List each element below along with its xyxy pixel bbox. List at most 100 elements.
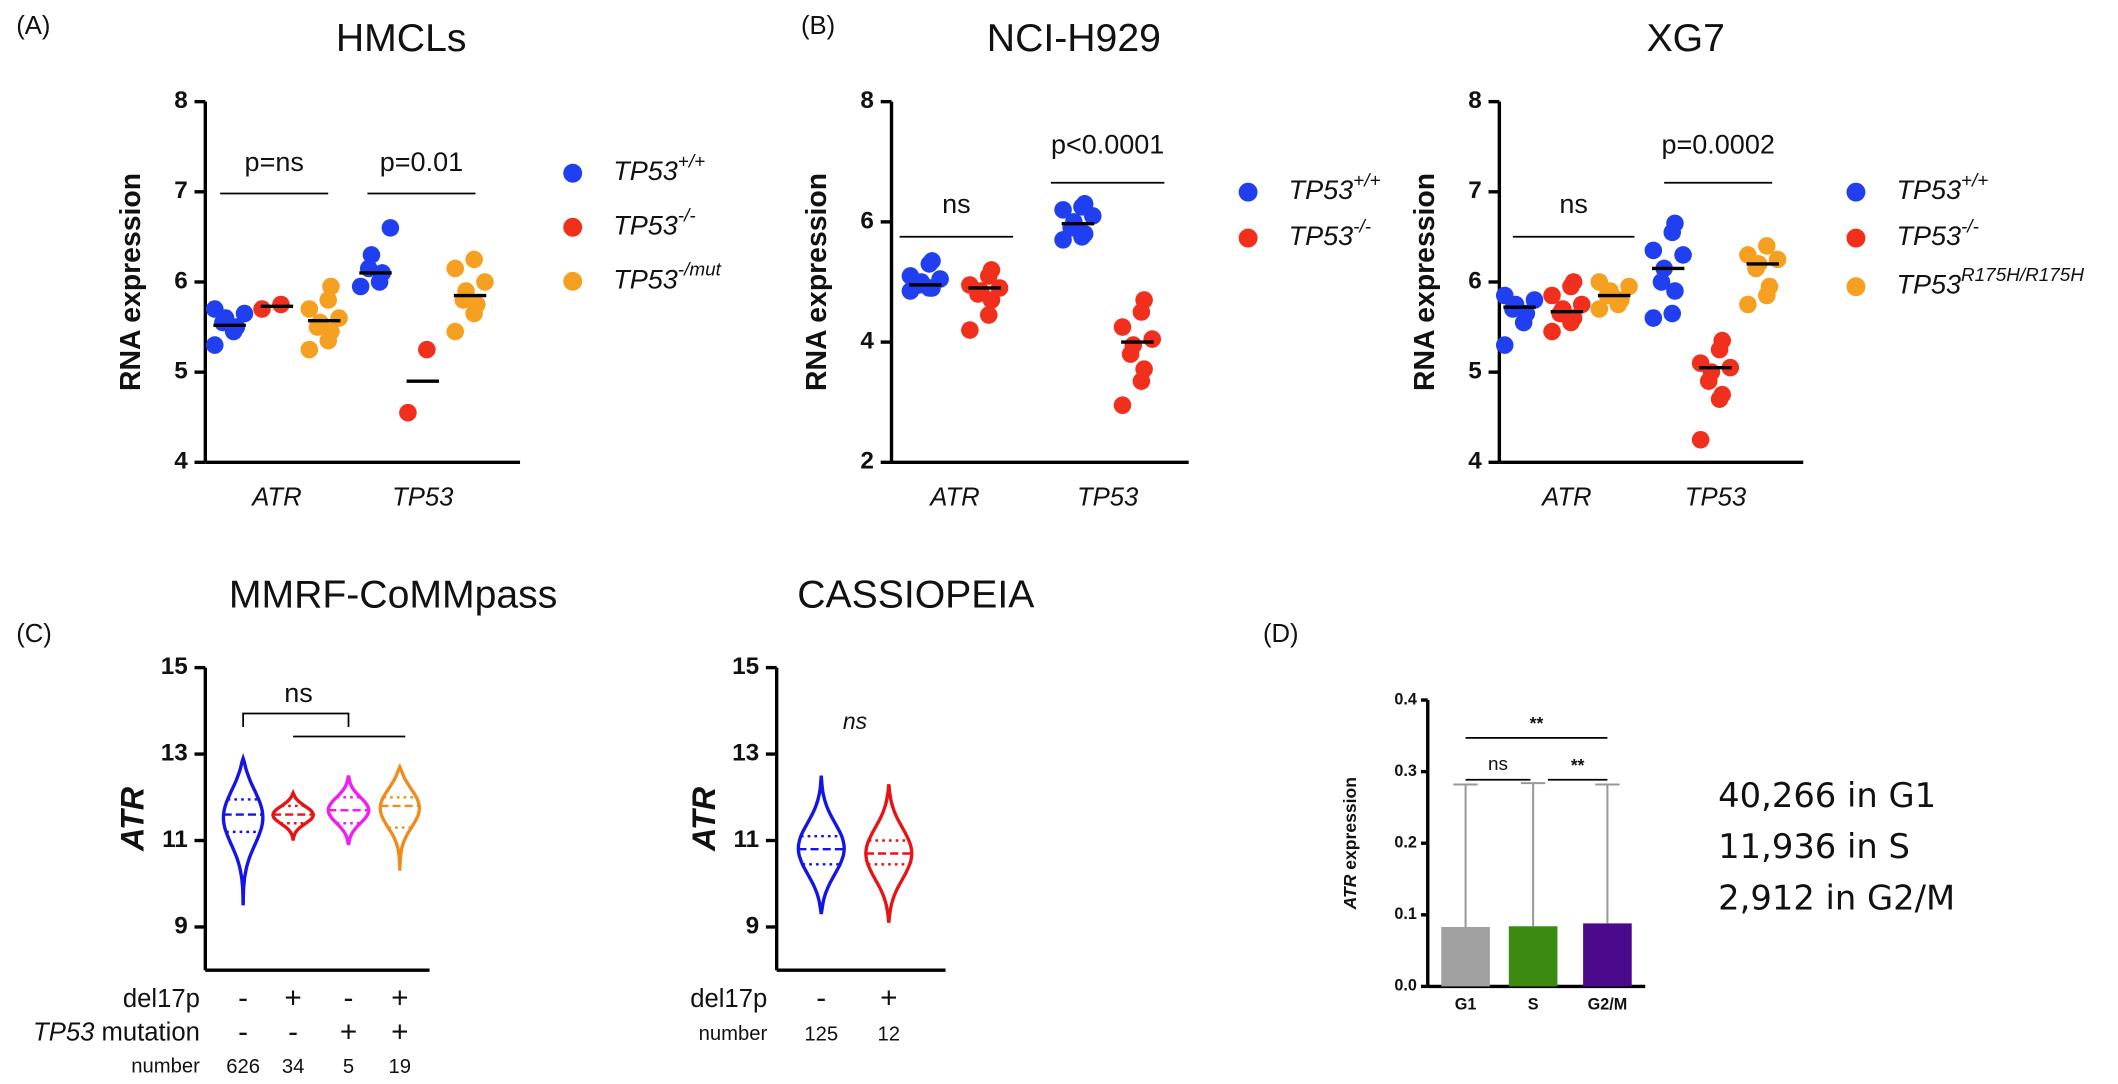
row-value: 34	[282, 1056, 305, 1078]
data-point	[1644, 309, 1663, 327]
y-axis-label: RNA expression	[1409, 173, 1441, 391]
x-tick-label: TP53	[1077, 484, 1139, 512]
row-value: -	[816, 982, 826, 1015]
annotation: ns	[843, 708, 867, 734]
x-tick-label: G1	[1455, 996, 1477, 1014]
legend-label: TP53+/+	[1289, 170, 1381, 205]
legend-label: TP53-/-	[613, 205, 695, 240]
violin	[271, 788, 315, 841]
chart-title: MMRF-CoMMpass	[229, 574, 557, 617]
data-point	[1572, 295, 1591, 314]
legend-label: TP53R175H/R175H	[1896, 265, 2084, 300]
data-point	[1113, 396, 1132, 414]
data-point	[1543, 322, 1561, 341]
chart-title: NCI-H929	[987, 17, 1161, 60]
data-point	[1135, 360, 1153, 378]
row-value: 5	[343, 1056, 354, 1078]
panel-label: (C)	[16, 620, 52, 648]
data-point	[961, 321, 979, 339]
data-point	[235, 304, 254, 323]
data-point	[468, 295, 486, 314]
legend-marker	[1846, 277, 1866, 297]
legend-name: TP53	[1289, 175, 1354, 205]
data-point	[418, 340, 436, 359]
x-tick-label: ATR	[1540, 484, 1591, 512]
error-bar	[1595, 783, 1620, 924]
data-point	[272, 295, 290, 314]
y-tick-label: 5	[174, 358, 188, 385]
violin	[378, 763, 422, 871]
data-point	[362, 246, 381, 264]
annotation: **	[1530, 713, 1544, 733]
legend-marker	[563, 163, 583, 183]
data-point	[1113, 318, 1132, 336]
x-tick-label: S	[1528, 996, 1539, 1014]
data-point	[1054, 201, 1072, 219]
y-tick-label: 2	[860, 448, 874, 475]
x-tick-label: G2/M	[1588, 996, 1628, 1014]
annotation: p=ns	[245, 147, 304, 177]
side-note: 2,912 in G2/M	[1718, 878, 1955, 917]
y-label-part: expression	[1339, 777, 1359, 875]
error-bar	[1520, 782, 1546, 927]
y-tick-label: 8	[1468, 87, 1482, 114]
data-point	[1666, 282, 1684, 300]
y-axis-label: RNA expression	[115, 173, 147, 391]
y-tick-label: 0.4	[1394, 690, 1417, 708]
legend-superscript: -/-	[1353, 216, 1371, 237]
violin	[221, 753, 265, 906]
y-tick-label: 9	[174, 912, 188, 939]
data-point	[1135, 291, 1153, 309]
legend-name: TP53	[1896, 221, 1961, 251]
row-label: number	[131, 1056, 200, 1078]
data-point	[351, 277, 370, 296]
x-tick-label: TP53	[392, 484, 454, 512]
violin	[326, 775, 371, 846]
row-label: del17p	[123, 985, 200, 1013]
legend-superscript: +/+	[1353, 170, 1380, 191]
legend-marker	[1846, 228, 1866, 248]
annotation: p=0.0002	[1661, 129, 1774, 159]
y-axis-label: ATR expression	[1339, 777, 1359, 910]
data-point	[1590, 273, 1609, 291]
legend-superscript: R175H/R175H	[1961, 265, 2084, 286]
annotation: **	[1571, 755, 1585, 775]
data-point	[1739, 295, 1757, 314]
y-axis-label: ATR	[115, 786, 151, 852]
row-label-part: number	[131, 1056, 200, 1078]
legend-label: TP53-/-	[1896, 216, 1978, 251]
y-tick-label: 13	[161, 739, 188, 766]
y-tick-label: 9	[746, 912, 760, 939]
data-point	[1124, 336, 1143, 354]
chart-title: CASSIOPEIA	[797, 574, 1035, 617]
y-axis-label: RNA expression	[801, 173, 833, 391]
y-tick-label: 4	[860, 328, 874, 355]
annotation: ns	[1559, 189, 1588, 219]
legend-label: TP53+/+	[613, 151, 705, 186]
data-point	[319, 291, 338, 309]
y-tick-label: 6	[1468, 267, 1482, 294]
data-point	[205, 300, 224, 318]
row-value: +	[391, 982, 408, 1015]
row-value: +	[391, 1016, 408, 1049]
legend-marker	[1846, 182, 1866, 202]
data-point	[1713, 331, 1732, 350]
y-tick-label: 11	[733, 826, 759, 853]
data-point	[1525, 291, 1544, 309]
y-tick-label: 4	[174, 448, 188, 475]
panel-label: (A)	[16, 12, 50, 40]
chart-title: HMCLs	[336, 17, 467, 60]
y-tick-label: 6	[860, 207, 874, 234]
row-value: 19	[389, 1056, 412, 1078]
annotation: p=0.01	[380, 147, 463, 177]
row-value: -	[344, 982, 354, 1015]
legend-name: TP53	[1896, 175, 1961, 205]
legend-label: TP53-/-	[1289, 216, 1371, 251]
data-point	[446, 259, 464, 278]
y-axis-label: ATR	[686, 786, 722, 852]
row-value: +	[340, 1016, 357, 1049]
legend-label: TP53+/+	[1896, 170, 1988, 205]
row-label: TP53 mutation	[33, 1018, 200, 1046]
data-point	[300, 340, 319, 359]
side-note: 40,266 in G1	[1718, 776, 1936, 815]
